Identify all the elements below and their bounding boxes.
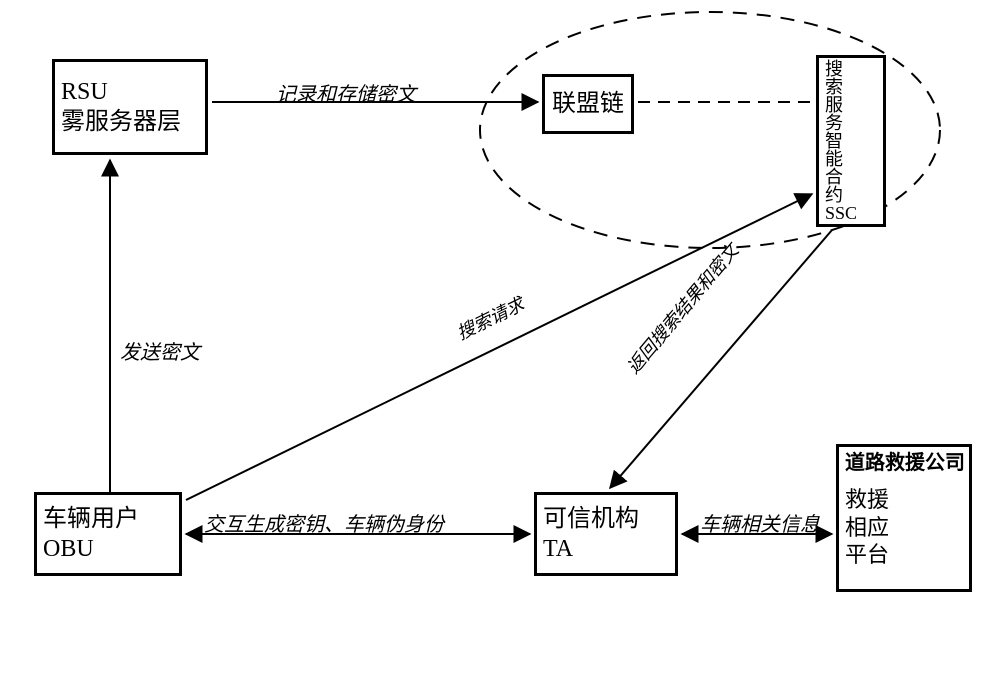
node-obu: 车辆用户 OBU (34, 492, 182, 576)
node-ssc: 搜 索 服 务 智 能 合 约 SSC (816, 55, 886, 227)
node-ssc-l5: 能 (825, 150, 843, 168)
label-send-cipher: 发送密文 (120, 336, 200, 365)
node-ta-line2: TA (543, 534, 669, 564)
diagram-stage: RSU 雾服务器层 联盟链 搜 索 服 务 智 能 合 约 SSC 车辆用户 O… (0, 0, 1000, 679)
node-rescue-l2: 救援 (845, 486, 963, 514)
node-rescue-l3: 相应 (845, 514, 963, 542)
node-ssc-l8: SSC (825, 204, 857, 222)
node-ta-line1: 可信机构 (543, 504, 669, 534)
label-search-request: 搜索请求 (452, 290, 528, 345)
node-obu-line2: OBU (43, 534, 173, 564)
node-rsu-line2: 雾服务器层 (61, 107, 199, 137)
node-ssc-l4: 智 (825, 132, 843, 150)
node-ssc-l7: 约 (825, 186, 843, 204)
node-ssc-l6: 合 (825, 168, 843, 186)
node-chain-text: 联盟链 (552, 89, 624, 119)
node-ssc-l3: 务 (825, 114, 843, 132)
label-vehicle-info: 车辆相关信息 (700, 508, 820, 537)
node-rsu: RSU 雾服务器层 (52, 59, 208, 155)
edge-obu-ssc (186, 194, 812, 500)
node-rescue-title: 道路救援公司 (845, 451, 963, 476)
node-rescue-spacer (845, 476, 963, 486)
node-ssc-l0: 搜 (825, 60, 843, 78)
label-record-store: 记录和存储密文 (276, 78, 416, 107)
node-chain: 联盟链 (542, 74, 634, 134)
label-key-identity: 交互生成密钥、车辆伪身份 (204, 508, 444, 537)
node-rsu-line1: RSU (61, 77, 199, 107)
node-ssc-l2: 服 (825, 96, 843, 114)
node-ta: 可信机构 TA (534, 492, 678, 576)
node-rescue-l4: 平台 (845, 541, 963, 569)
node-ssc-l1: 索 (825, 78, 843, 96)
node-obu-line1: 车辆用户 (43, 504, 173, 534)
label-return-result: 返回搜索结果和密文 (620, 238, 744, 379)
node-rescue: 道路救援公司 救援 相应 平台 (836, 444, 972, 592)
